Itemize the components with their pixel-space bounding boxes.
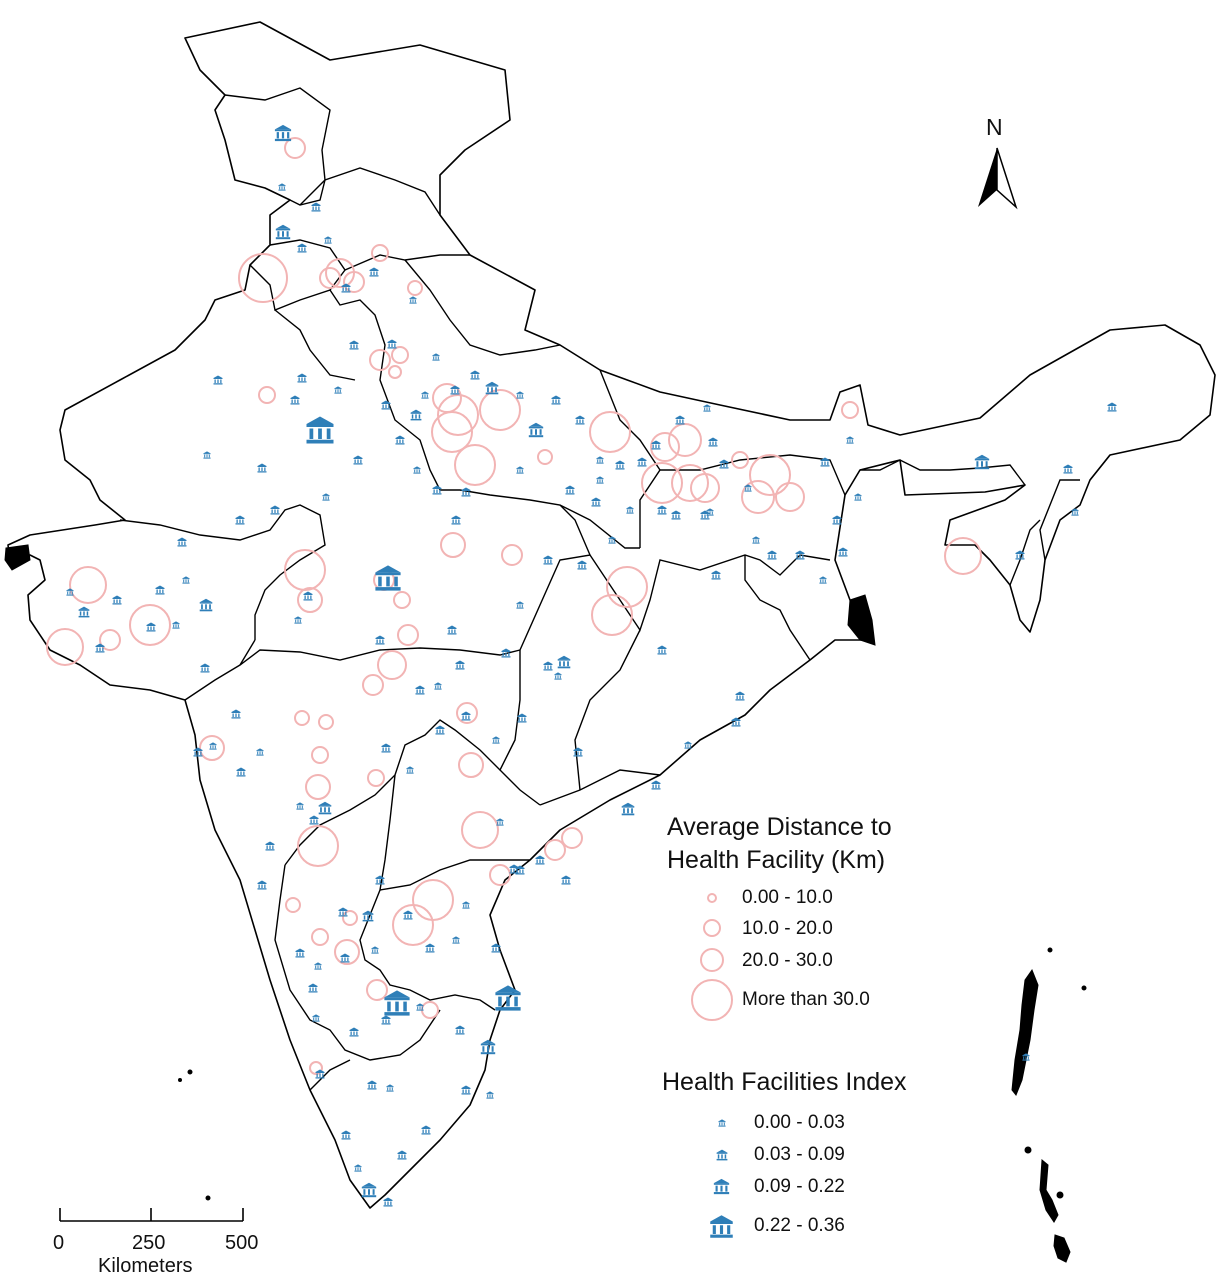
government-building-icon — [383, 1197, 393, 1207]
distance-circle — [391, 346, 409, 364]
distance-circle — [367, 769, 385, 787]
distance-circle — [591, 594, 633, 636]
distance-circle — [285, 897, 301, 913]
north-label: N — [986, 114, 1003, 140]
distance-circle — [544, 839, 566, 861]
distance-circle — [501, 544, 523, 566]
distance-legend-item: 0.00 - 10.0 — [742, 887, 833, 908]
distance-circle — [537, 449, 553, 465]
distance-circle — [369, 349, 391, 371]
distance-circle — [944, 537, 982, 575]
distance-circle — [362, 674, 384, 696]
distance-circle — [461, 811, 499, 849]
distance-legend-title-line2: Health Facility (Km) — [667, 846, 886, 874]
kutch-coast — [4, 544, 31, 571]
distance-circle — [199, 735, 225, 761]
distance-circle — [650, 432, 680, 462]
distance-circle — [311, 928, 329, 946]
distance-circle — [454, 444, 496, 486]
government-building-icon — [535, 855, 545, 865]
scale-tick-label: 500 — [225, 1232, 259, 1254]
scale-bar — [59, 1208, 244, 1222]
facility-legend-item: 0.00 - 0.03 — [754, 1112, 845, 1133]
distance-circle — [297, 825, 339, 867]
distance-circle — [392, 904, 434, 946]
distance-circle — [371, 244, 389, 262]
distance-circle — [342, 910, 358, 926]
distance-circle — [305, 774, 331, 800]
sundarbans-coast — [847, 594, 876, 646]
andaman-nicobar-islands — [178, 947, 1087, 1263]
facility-legend-item: 0.03 - 0.09 — [754, 1144, 845, 1165]
distance-circle — [407, 280, 423, 296]
distance-circles-layer — [46, 137, 982, 1075]
scale-unit-label: Kilometers — [98, 1255, 193, 1277]
distance-legend-title-line1: Average Distance to — [667, 813, 892, 841]
distance-legend-item: More than 30.0 — [742, 989, 870, 1010]
distance-circle — [671, 464, 709, 502]
distance-circle — [297, 587, 323, 613]
distance-circle — [731, 451, 749, 469]
distance-circle — [238, 253, 288, 303]
distance-circle — [668, 423, 702, 457]
government-building-icon — [651, 780, 661, 790]
distance-circle — [458, 752, 484, 778]
distance-circle — [690, 473, 720, 503]
facility-legend-item: 0.22 - 0.36 — [754, 1215, 845, 1236]
government-building-icon — [561, 875, 571, 885]
distance-legend-item: 20.0 - 30.0 — [742, 950, 833, 971]
distance-circle — [479, 389, 521, 431]
facility-legend-title: Health Facilities Index — [662, 1068, 907, 1096]
distance-circle — [46, 628, 84, 666]
distance-circle — [489, 864, 511, 886]
distance-circle — [431, 411, 473, 453]
distance-circle — [129, 604, 171, 646]
distance-circle — [366, 979, 388, 1001]
distance-circle — [775, 482, 805, 512]
distance-circle — [319, 267, 341, 289]
distance-circle — [311, 746, 329, 764]
scale-tick-label: 250 — [132, 1232, 166, 1254]
distance-circle — [641, 462, 683, 504]
distance-circle — [258, 386, 276, 404]
distance-circle — [377, 650, 407, 680]
distance-circle — [284, 137, 306, 159]
india-outline — [7, 21, 1216, 1209]
distance-circle — [741, 480, 775, 514]
scale-tick-label: 0 — [53, 1232, 65, 1254]
distance-circle — [393, 591, 411, 609]
distance-legend-symbols — [691, 893, 733, 1021]
facility-legend-symbols — [710, 1119, 733, 1238]
distance-circle — [440, 532, 466, 558]
distance-circle — [334, 939, 360, 965]
distance-circle — [397, 624, 419, 646]
distance-circle — [69, 566, 107, 604]
government-building-icon — [486, 1091, 494, 1099]
distance-circle — [589, 411, 631, 453]
government-building-icon — [621, 802, 635, 816]
government-building-icon — [838, 547, 848, 557]
distance-circle — [437, 394, 479, 436]
facility-legend-item: 0.09 - 0.22 — [754, 1176, 845, 1197]
government-building-icon — [854, 493, 862, 501]
distance-circle — [294, 710, 310, 726]
distance-circle — [749, 454, 791, 496]
distance-legend-item: 10.0 - 20.0 — [742, 918, 833, 939]
distance-circle — [309, 1061, 323, 1075]
distance-circle — [318, 714, 334, 730]
north-arrow — [978, 147, 1018, 210]
distance-circle — [99, 629, 121, 651]
distance-circle — [561, 827, 583, 849]
distance-circle — [841, 401, 859, 419]
distance-circle — [343, 271, 365, 293]
distance-circle — [388, 365, 402, 379]
distance-circle — [606, 566, 648, 608]
distance-circle — [456, 702, 478, 724]
